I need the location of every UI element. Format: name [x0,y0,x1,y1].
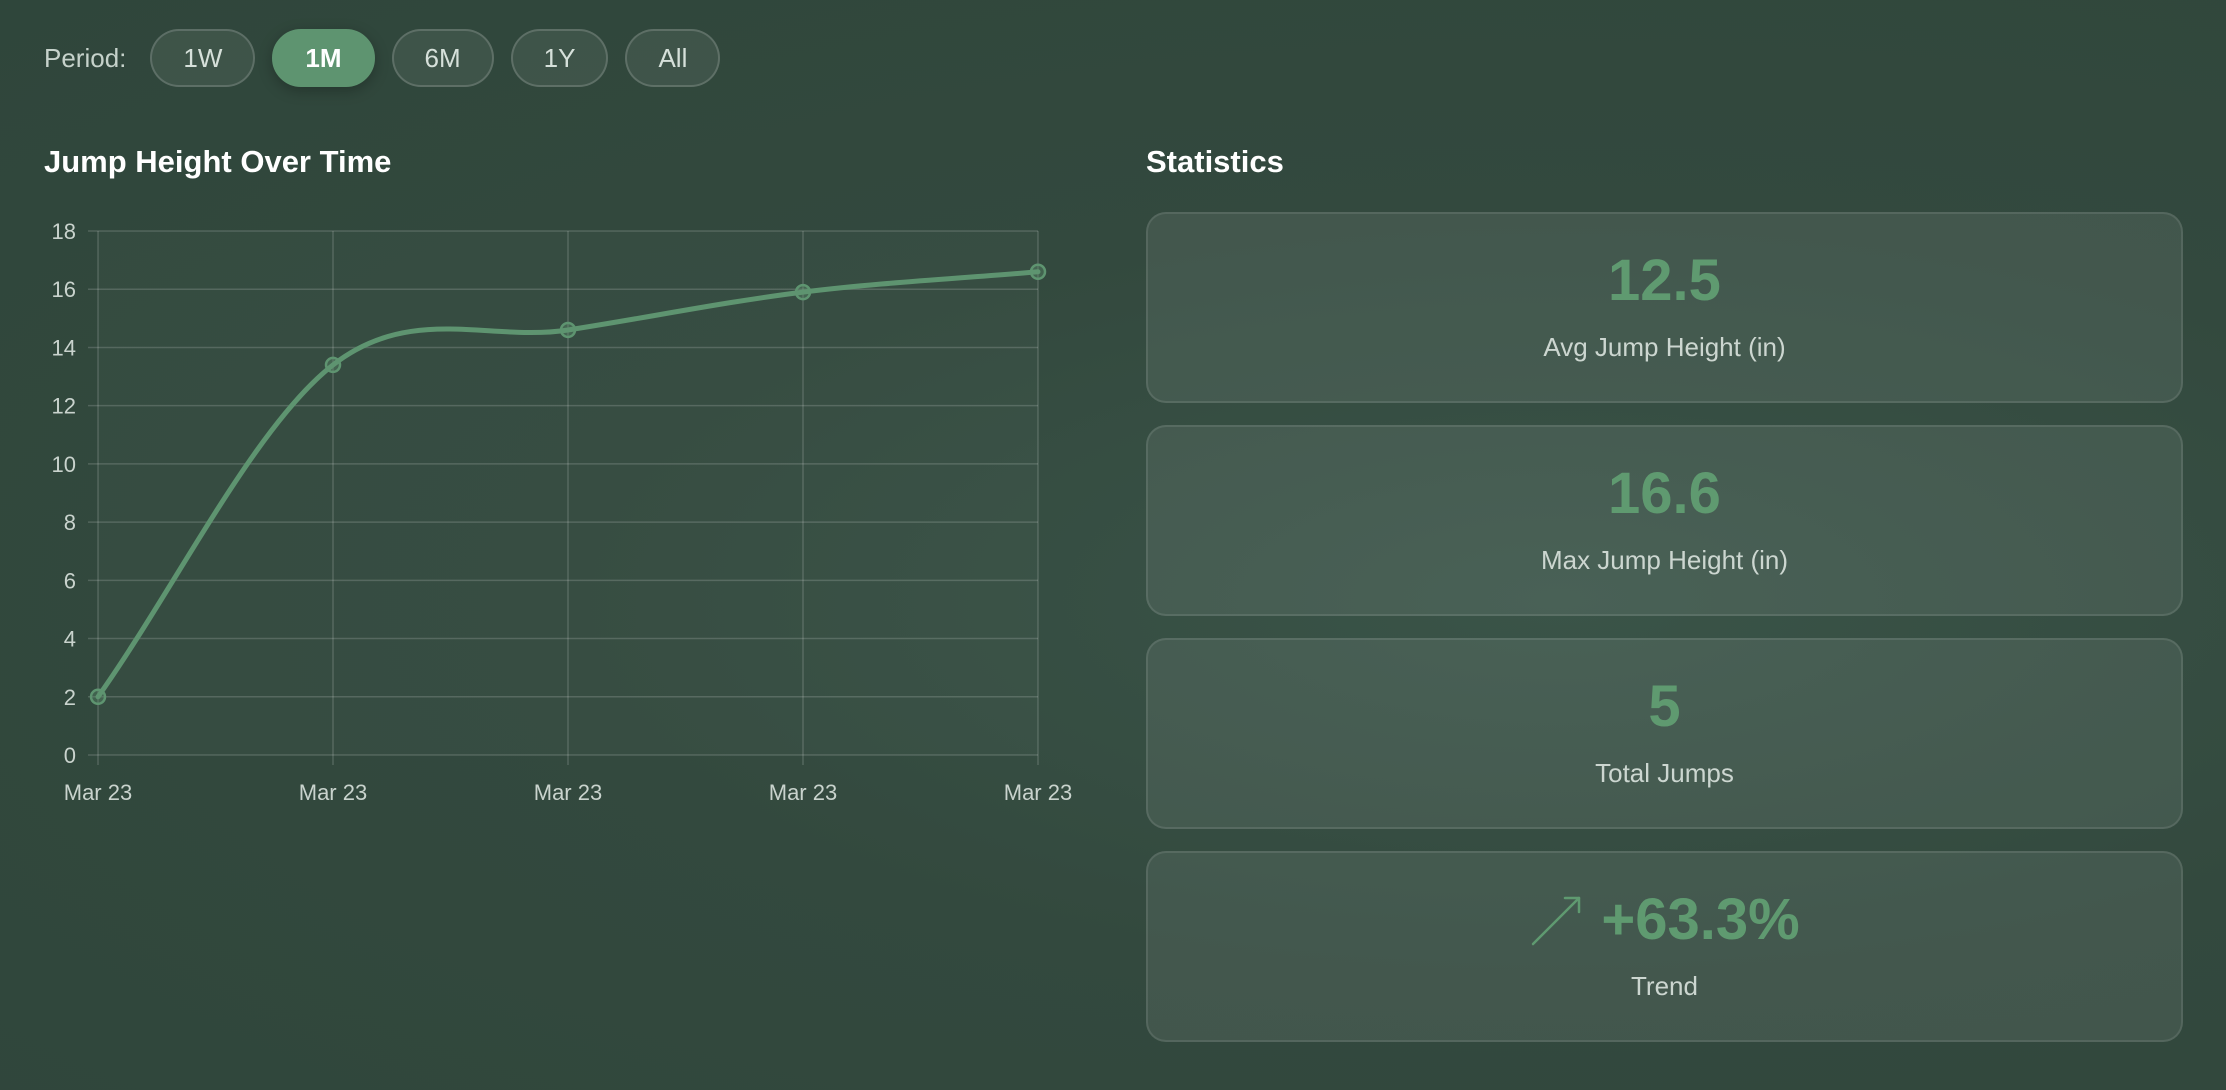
x-tick-label: Mar 23 [769,780,837,805]
y-tick-label: 16 [52,277,76,302]
stat-card-max-jump-height: 16.6 Max Jump Height (in) [1146,425,2183,616]
stat-value: 16.6 [1608,461,1721,526]
y-tick-label: 18 [52,219,76,244]
y-tick-label: 2 [64,685,76,710]
data-point [559,321,577,339]
stat-card-trend: +63.3% Trend [1146,851,2183,1042]
stat-card-total-jumps: 5 Total Jumps [1146,638,2183,829]
y-tick-label: 4 [64,627,76,652]
stat-value: 5 [1648,674,1681,739]
x-tick-label: Mar 23 [1004,780,1072,805]
period-button-all[interactable]: All [625,29,721,87]
period-label: Period: [44,42,127,73]
stat-value: 12.5 [1608,248,1721,313]
x-tick-label: Mar 23 [299,780,367,805]
y-tick-label: 14 [52,335,76,360]
x-tick-label: Mar 23 [534,780,602,805]
period-selector: Period: 1W 1M 6M 1Y All [44,29,737,87]
series-line [95,269,1041,700]
y-tick-label: 10 [52,452,76,477]
statistics-list: 12.5 Avg Jump Height (in) 16.6 Max Jump … [1146,212,2183,1064]
stat-label: Total Jumps [1595,758,1734,788]
stat-label: Trend [1631,971,1698,1001]
period-button-1y[interactable]: 1Y [510,29,609,87]
period-button-1w[interactable]: 1W [150,29,256,87]
x-tick-label: Mar 23 [64,780,132,805]
stat-value: +63.3% [1601,887,1800,952]
data-point [794,283,812,301]
data-point [89,688,107,706]
y-tick-label: 12 [52,394,76,419]
statistics-title: Statistics [1146,144,1284,179]
stat-card-avg-jump-height: 12.5 Avg Jump Height (in) [1146,212,2183,403]
y-tick-label: 0 [64,743,76,768]
period-button-6m[interactable]: 6M [391,29,494,87]
y-tick-label: 6 [64,568,76,593]
trend-up-icon [1529,892,1585,948]
stat-label: Avg Jump Height (in) [1543,332,1786,362]
jump-height-chart: 0 2 4 6 8 10 12 14 16 18 Mar 23 Mar 23 Mar 23 Mar 23 M… [52,219,1073,805]
chart-title: Jump Height Over Time [44,144,392,179]
stat-label: Max Jump Height (in) [1540,545,1789,575]
data-point [1029,263,1047,281]
data-point [324,356,342,374]
y-tick-label: 8 [64,510,76,535]
period-button-1m[interactable]: 1M [272,29,375,87]
